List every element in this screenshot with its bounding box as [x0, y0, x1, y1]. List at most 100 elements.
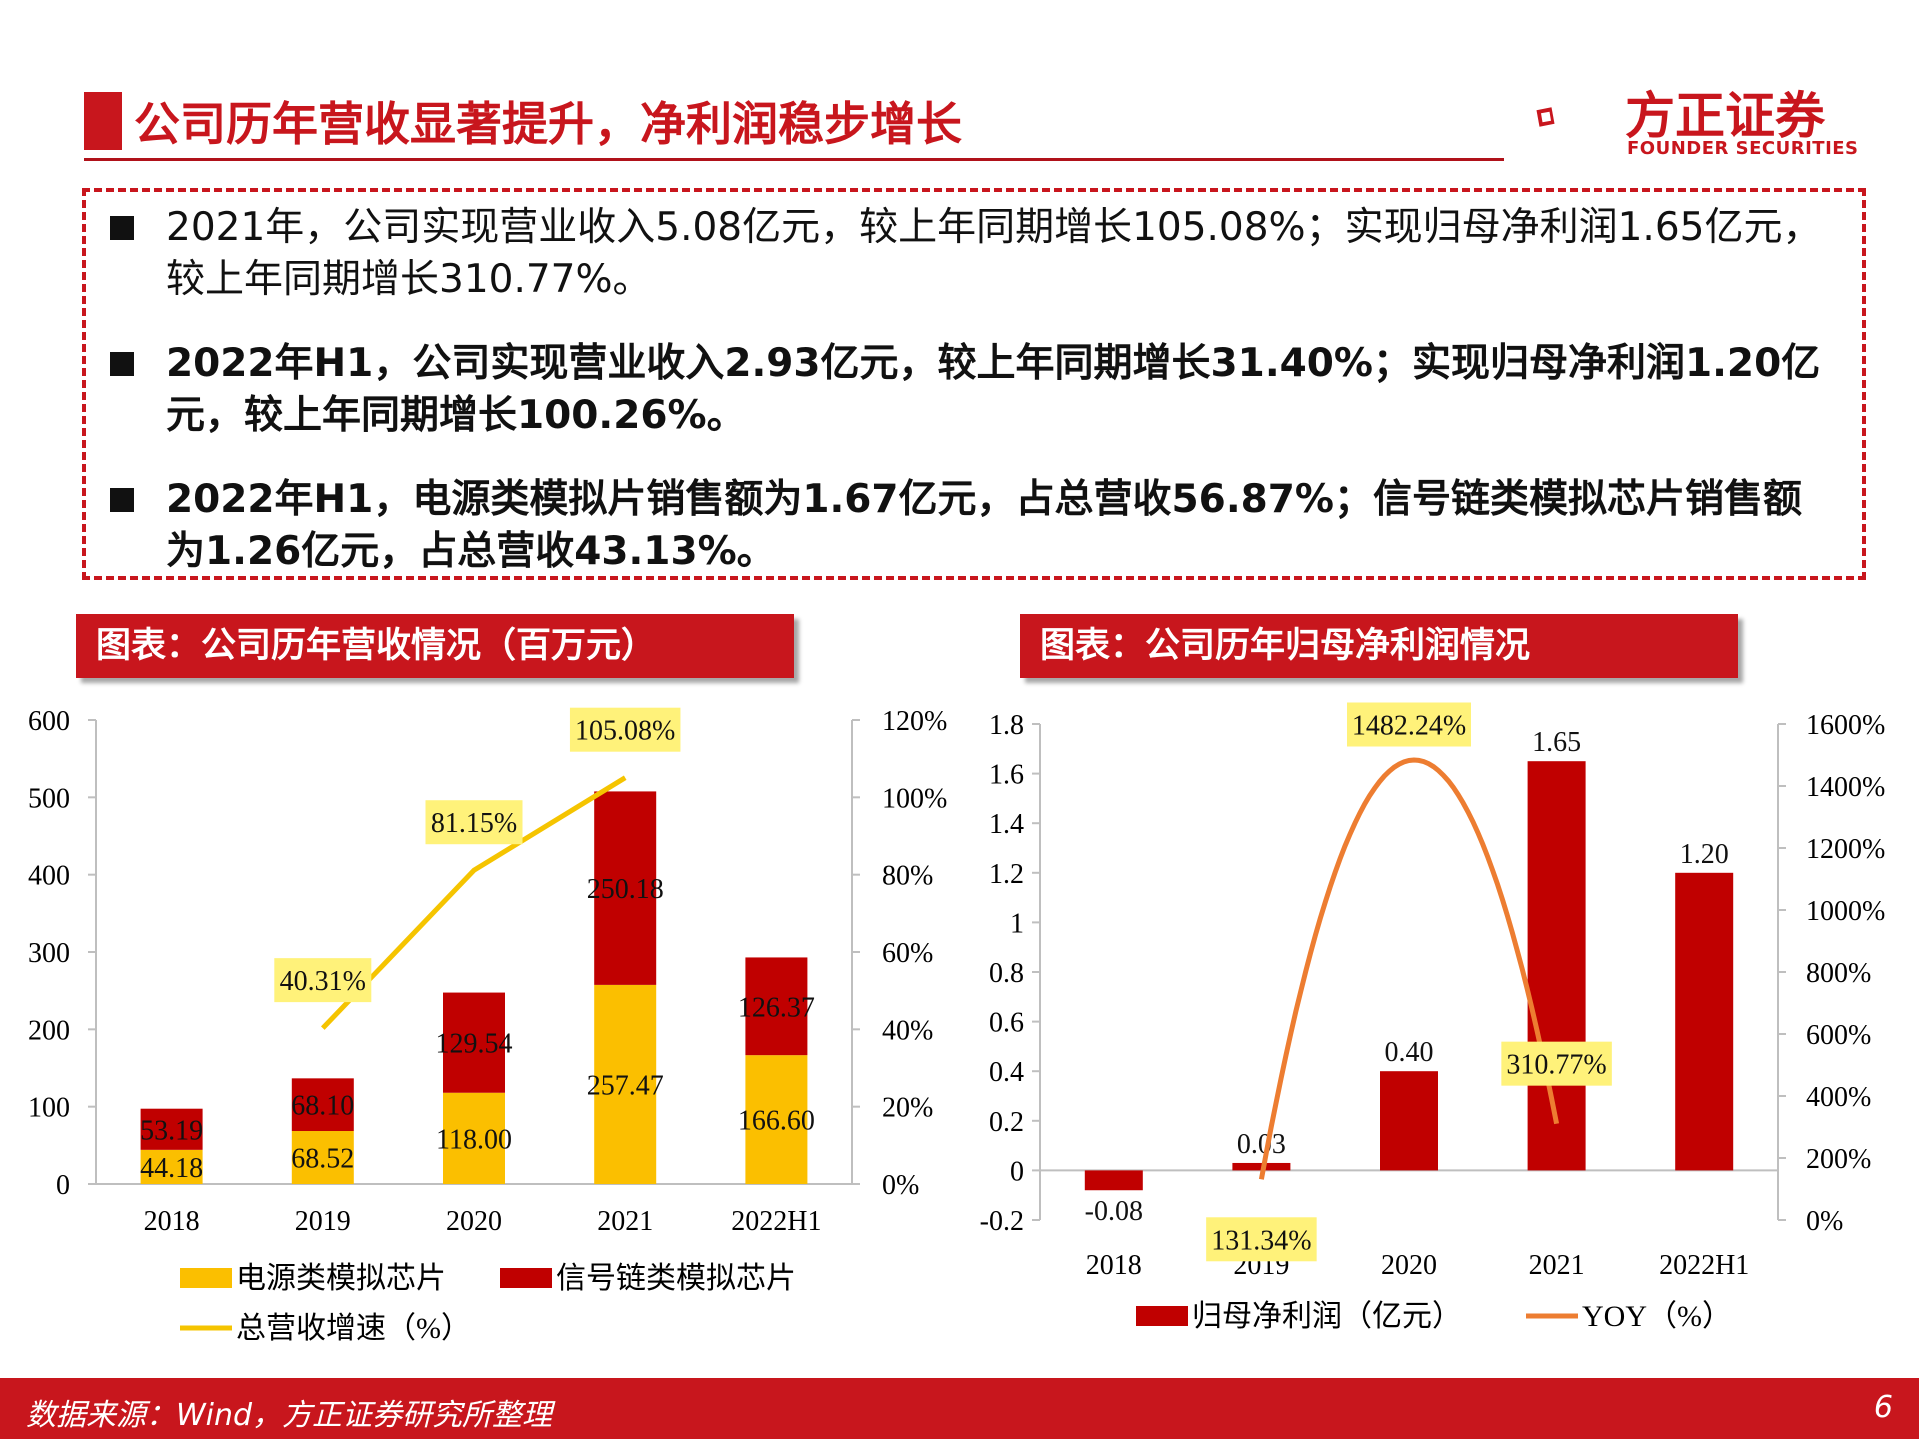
growth-label-box	[425, 800, 523, 845]
bar-value-label: 129.54	[436, 1029, 513, 1060]
bullet-text: 2022年H1，公司实现营业收入2.93亿元，较上年同期增长31.40%；实现归…	[166, 341, 1821, 438]
legend-growth-label: 总营收增速（%）	[236, 1312, 471, 1345]
y-tick-label: 0.4	[989, 1057, 1024, 1088]
y-tick-label: 0.2	[989, 1107, 1024, 1138]
y-tick-label: 1.2	[989, 859, 1024, 890]
legend-profit-swatch	[1136, 1306, 1188, 1326]
yoy-label: 131.34%	[1211, 1225, 1311, 1256]
y-tick-label: 600	[28, 706, 70, 737]
title-accent-bar	[84, 92, 122, 150]
net-profit-bar	[1527, 761, 1586, 1171]
bar-value-label: 1.20	[1680, 839, 1729, 870]
data-source-note: 数据来源：Wind，方正证券研究所整理	[26, 1398, 553, 1433]
growth-line	[320, 775, 627, 1030]
page-title: 公司历年营收显著提升，净利润稳步增长	[134, 97, 962, 151]
yoy-label: 310.77%	[1506, 1050, 1606, 1081]
title-divider	[84, 158, 1504, 161]
yoy-label: 1482.24%	[1352, 711, 1466, 742]
y2-tick-label: 800%	[1806, 958, 1871, 989]
legend-yoy-label: YOY（%）	[1582, 1300, 1732, 1333]
bar-value-label: 68.52	[291, 1144, 354, 1175]
y2-tick-label: 120%	[882, 706, 947, 737]
y-tick-label: 400	[28, 861, 70, 892]
bar-value-label: 257.47	[587, 1070, 664, 1101]
y-tick-label: 0.8	[989, 958, 1024, 989]
y-tick-label: 500	[28, 783, 70, 814]
signal-chip-bar	[594, 791, 657, 985]
x-tick-label: 2019	[295, 1206, 351, 1237]
logo-icon	[1536, 107, 1555, 127]
legend-profit-label: 归母净利润（亿元）	[1192, 1300, 1462, 1333]
revenue-chart-title: 图表：公司历年营收情况（百万元）	[76, 614, 794, 678]
y-tick-label: 1.8	[989, 710, 1024, 741]
yoy-label-box	[1501, 1041, 1612, 1086]
y2-tick-label: 400%	[1806, 1082, 1871, 1113]
y2-tick-label: 60%	[882, 938, 933, 969]
legend-signal-label: 信号链类模拟芯片	[556, 1262, 796, 1295]
growth-label-box	[569, 707, 681, 752]
y-tick-label: 1.6	[989, 760, 1024, 791]
y2-tick-label: 1400%	[1806, 772, 1885, 803]
y-tick-label: 200	[28, 1015, 70, 1046]
y2-tick-label: 20%	[882, 1093, 933, 1124]
bullet-square-icon	[110, 488, 134, 512]
y2-tick-label: 1200%	[1806, 834, 1885, 865]
x-tick-label: 2018	[144, 1206, 200, 1237]
signal-chip-bar	[291, 1078, 354, 1132]
power-chip-bar	[291, 1131, 354, 1184]
power-chip-bar	[745, 1055, 808, 1184]
profit-chart-title: 图表：公司历年归母净利润情况	[1020, 614, 1738, 678]
page-number: 6	[1873, 1390, 1893, 1425]
yoy-line	[1258, 757, 1560, 1180]
bullet-text: 2022年H1，电源类模拟片销售额为1.67亿元，占总营收56.87%；信号链类…	[166, 477, 1802, 574]
summary-bullet: 2022年H1，电源类模拟片销售额为1.67亿元，占总营收56.87%；信号链类…	[110, 474, 1840, 578]
signal-chip-bar	[443, 992, 505, 1093]
summary-bullet: 2022年H1，公司实现营业收入2.93亿元，较上年同期增长31.40%；实现归…	[110, 338, 1840, 442]
y2-tick-label: 600%	[1806, 1020, 1871, 1051]
growth-label: 40.31%	[280, 966, 366, 997]
y2-tick-label: 100%	[882, 783, 947, 814]
bullet-square-icon	[110, 216, 134, 240]
bar-value-label: 0.40	[1385, 1037, 1434, 1068]
y2-tick-label: 80%	[882, 861, 933, 892]
legend-power-label: 电源类模拟芯片	[236, 1262, 446, 1295]
bar-value-label: 166.60	[738, 1106, 815, 1137]
bar-value-label: 126.37	[738, 992, 815, 1023]
bar-value-label: 44.18	[140, 1153, 203, 1184]
y2-tick-label: 0%	[1806, 1206, 1843, 1237]
growth-label-box	[274, 958, 372, 1003]
bullet-square-icon	[110, 352, 134, 376]
power-chip-bar	[594, 984, 657, 1184]
net-profit-bar	[1084, 1170, 1143, 1191]
summary-bullet: 2021年，公司实现营业收入5.08亿元，较上年同期增长105.08%；实现归母…	[110, 202, 1840, 306]
growth-label: 81.15%	[431, 808, 517, 839]
x-tick-label: 2022H1	[731, 1206, 821, 1237]
yoy-label-box	[1206, 1217, 1317, 1262]
y2-tick-label: 1600%	[1806, 710, 1885, 741]
y-tick-label: -0.2	[980, 1206, 1024, 1237]
bar-value-label: -0.08	[1085, 1196, 1143, 1227]
x-tick-label: 2018	[1086, 1250, 1142, 1281]
y2-tick-label: 200%	[1806, 1144, 1871, 1175]
y-tick-label: 1.4	[989, 809, 1024, 840]
summary-box: 2021年，公司实现营业收入5.08亿元，较上年同期增长105.08%；实现归母…	[82, 188, 1866, 580]
bar-value-label: 0.03	[1237, 1129, 1286, 1160]
yoy-label-box	[1347, 702, 1471, 747]
net-profit-bar	[1380, 1071, 1438, 1171]
bar-value-label: 53.19	[140, 1115, 203, 1146]
signal-chip-bar	[745, 957, 808, 1056]
bar-value-label: 68.10	[291, 1091, 354, 1122]
power-chip-bar	[443, 1092, 505, 1184]
logo-en-text: FOUNDER SECURITIES	[1627, 138, 1859, 159]
y-tick-label: 300	[28, 938, 70, 969]
x-tick-label: 2020	[1381, 1250, 1437, 1281]
y-tick-label: 0.6	[989, 1008, 1024, 1039]
x-tick-label: 2020	[446, 1206, 502, 1237]
y-tick-label: 100	[28, 1093, 70, 1124]
x-tick-label: 2021	[597, 1206, 653, 1237]
net-profit-bar	[1675, 872, 1734, 1171]
net-profit-chart: -0.2 0 0.2 0.4 0.6 0.8 1 1.2 1.4 1.6 1.8 0% 200% 400%…	[980, 702, 1885, 1333]
revenue-chart: 0 100 200 300 400 500 600 0% 20% 40% 60% 80% 100% 120…	[28, 706, 947, 1345]
y-tick-label: 0	[56, 1170, 70, 1201]
x-tick-label: 2021	[1529, 1250, 1585, 1281]
